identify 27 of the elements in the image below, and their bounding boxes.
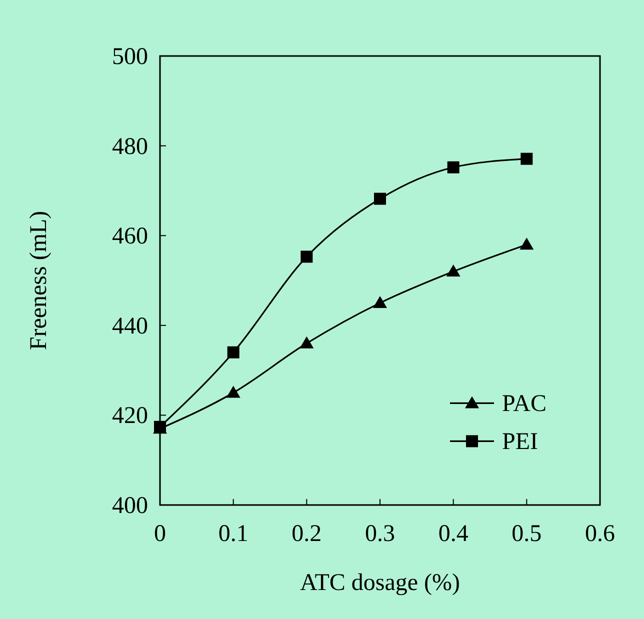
x-tick-label: 0.1 [218,521,248,547]
y-tick-label: 400 [112,493,148,519]
legend-label: PEI [502,429,538,456]
point [374,192,386,205]
legend-label: PAC [502,391,546,418]
y-axis-title: Freeness (mL) [26,210,52,350]
point [227,346,240,358]
point [520,238,534,250]
y-tick-label: 440 [112,313,148,340]
x-tick-label: 0.3 [365,521,395,547]
point [520,152,533,165]
y-tick-label: 460 [112,224,148,250]
x-axis-title: ATC dosage (%) [300,570,460,596]
x-tick-label: 0.4 [438,521,468,547]
point [446,264,460,277]
point [447,161,460,174]
y-tick-label: 500 [112,44,148,70]
point [226,386,240,398]
y-tick-label: 420 [112,403,148,430]
x-tick-label: 0 [154,521,166,547]
y-tick-label: 480 [112,134,148,160]
x-tick-label: 0.2 [292,521,322,547]
point [300,336,314,348]
x-tick-label: 0.6 [585,521,615,547]
point [373,296,387,308]
point [300,250,313,263]
x-tick-label: 0.5 [512,521,542,547]
